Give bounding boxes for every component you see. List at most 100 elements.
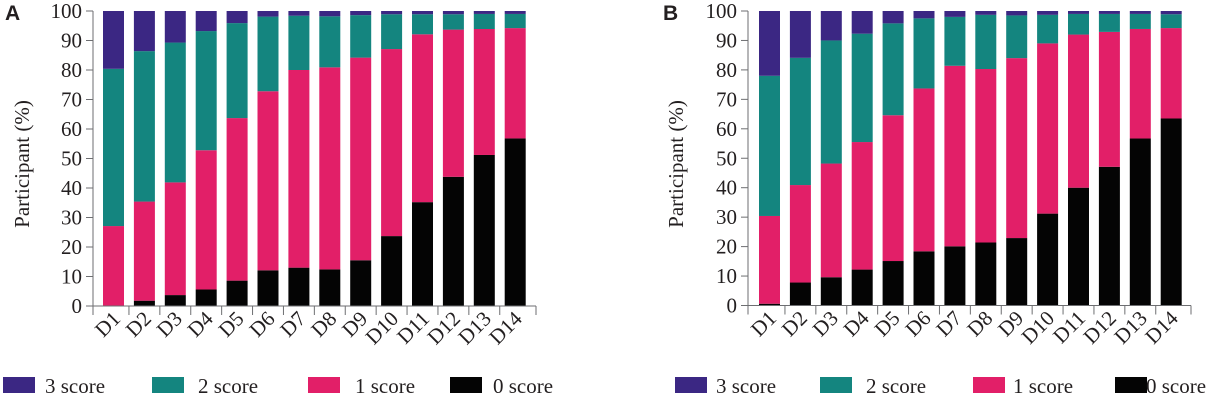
bar-d3-score2 bbox=[164, 42, 186, 183]
bar-d3-score3 bbox=[820, 11, 842, 41]
bar-d4-score1 bbox=[851, 142, 873, 270]
x-tick-label: D3 bbox=[152, 307, 187, 342]
bar-d2-score0 bbox=[133, 300, 155, 306]
y-axis-title: Participant (%) bbox=[664, 100, 688, 228]
y-tick-label: 40 bbox=[716, 176, 737, 200]
legend-swatch bbox=[1115, 377, 1147, 393]
x-tick-label: D5 bbox=[214, 307, 249, 342]
legend-label: 1 score bbox=[1013, 374, 1073, 398]
bar-d4-score3 bbox=[851, 11, 873, 34]
y-tick-label: 100 bbox=[706, 0, 738, 23]
legend-swatch bbox=[152, 377, 184, 393]
bars bbox=[103, 11, 526, 306]
panel-b: B Participant (%) 0 10 20 30 40 50 60 70 80 90 100… bbox=[663, 0, 1206, 398]
bar-d4-score2 bbox=[195, 31, 217, 151]
bar-d13-score1 bbox=[1129, 28, 1151, 139]
bar-d7-score1 bbox=[944, 65, 966, 247]
legend-label: 3 score bbox=[716, 374, 776, 398]
x-tick-label: D7 bbox=[931, 306, 966, 341]
bar-d9-score2 bbox=[350, 15, 372, 58]
bar-d6-score0 bbox=[913, 251, 935, 306]
y-tick-label: 60 bbox=[716, 117, 737, 141]
bar-d12-score2 bbox=[1098, 13, 1120, 32]
legend-label: 2 score bbox=[198, 374, 258, 398]
bar-d2-score0 bbox=[789, 282, 811, 306]
bar-d6-score1 bbox=[257, 91, 279, 271]
bar-d3-score2 bbox=[820, 40, 842, 164]
legend-item-score0: 0 score bbox=[450, 374, 553, 398]
legend-item-score0: 0 score bbox=[1115, 374, 1206, 398]
bar-d8-score0 bbox=[975, 242, 997, 306]
bar-d6-score2 bbox=[257, 16, 279, 92]
bar-d12-score0 bbox=[1098, 166, 1120, 306]
bar-d5-score2 bbox=[882, 23, 904, 116]
legend: 3 score 2 score 1 score 0 score bbox=[675, 374, 1206, 398]
x-tick-label: D8 bbox=[306, 307, 341, 342]
y-axis: 0 10 20 30 40 50 60 70 80 90 100 bbox=[706, 0, 749, 318]
bar-d9-score3 bbox=[1006, 11, 1028, 16]
x-tick-label: D4 bbox=[183, 306, 218, 341]
bar-d10-score2 bbox=[1037, 14, 1059, 44]
bar-d11-score2 bbox=[1068, 13, 1089, 35]
bar-d12-score1 bbox=[1098, 31, 1120, 167]
bar-d1-score1 bbox=[759, 215, 780, 304]
y-tick-label: 10 bbox=[61, 265, 82, 289]
legend-item-score1: 1 score bbox=[308, 374, 415, 398]
y-tick-label: 0 bbox=[727, 294, 738, 318]
legend-label: 3 score bbox=[45, 374, 105, 398]
bar-d11-score1 bbox=[412, 34, 433, 203]
bar-d7-score1 bbox=[288, 70, 310, 268]
y-tick-label: 20 bbox=[61, 235, 82, 259]
bar-d9-score2 bbox=[1006, 15, 1028, 59]
bar-d14-score2 bbox=[1160, 14, 1182, 29]
bar-d13-score0 bbox=[1129, 138, 1151, 306]
bar-d2-score1 bbox=[789, 185, 811, 283]
bar-d9-score1 bbox=[1006, 58, 1028, 239]
y-tick-label: 10 bbox=[716, 264, 737, 288]
y-axis: 0 10 20 30 40 50 60 70 80 90 100 bbox=[51, 0, 94, 318]
x-tick-label: D6 bbox=[244, 307, 279, 342]
y-tick-label: 80 bbox=[716, 58, 737, 82]
legend-item-score1: 1 score bbox=[973, 374, 1073, 398]
y-tick-label: 30 bbox=[716, 205, 737, 229]
bar-d7-score3 bbox=[944, 11, 966, 17]
bar-d13-score1 bbox=[473, 29, 495, 155]
y-tick-label: 70 bbox=[716, 87, 737, 111]
y-tick-label: 40 bbox=[61, 176, 82, 200]
bar-d14-score3 bbox=[504, 11, 526, 14]
bar-d10-score1 bbox=[1037, 43, 1059, 214]
bar-d10-score1 bbox=[381, 49, 403, 237]
legend-item-score2: 2 score bbox=[820, 374, 926, 398]
bar-d11-score2 bbox=[412, 14, 433, 35]
panel-label: B bbox=[663, 2, 678, 25]
bar-d2-score2 bbox=[789, 57, 811, 186]
bar-d14-score2 bbox=[504, 13, 526, 29]
bar-d4-score1 bbox=[195, 150, 217, 290]
bar-d5-score1 bbox=[226, 118, 248, 281]
bar-d6-score2 bbox=[913, 18, 935, 89]
x-tick-label: D7 bbox=[275, 307, 310, 342]
x-tick-label: D2 bbox=[121, 307, 156, 342]
bars bbox=[759, 11, 1182, 306]
legend-swatch bbox=[308, 377, 340, 393]
x-tick-label: D1 bbox=[90, 307, 125, 342]
bar-d5-score1 bbox=[882, 115, 904, 262]
bar-d8-score0 bbox=[319, 269, 341, 306]
bar-d6-score1 bbox=[913, 88, 935, 252]
y-tick-label: 90 bbox=[716, 28, 737, 52]
bar-d9-score0 bbox=[350, 260, 372, 306]
x-tick-label: D14 bbox=[1140, 306, 1183, 349]
bar-d4-score0 bbox=[851, 269, 873, 306]
bar-d14-score3 bbox=[1160, 11, 1182, 15]
y-tick-label: 0 bbox=[72, 294, 83, 318]
bar-d6-score3 bbox=[913, 11, 935, 19]
bar-d9-score3 bbox=[350, 11, 372, 16]
legend-item-score3: 3 score bbox=[3, 374, 105, 398]
bar-d9-score0 bbox=[1006, 238, 1028, 306]
bar-d3-score3 bbox=[164, 11, 186, 43]
bar-d12-score3 bbox=[442, 11, 464, 15]
bar-d14-score1 bbox=[504, 28, 526, 139]
bar-d1-score2 bbox=[759, 75, 780, 216]
x-tick-label: D14 bbox=[484, 306, 527, 349]
